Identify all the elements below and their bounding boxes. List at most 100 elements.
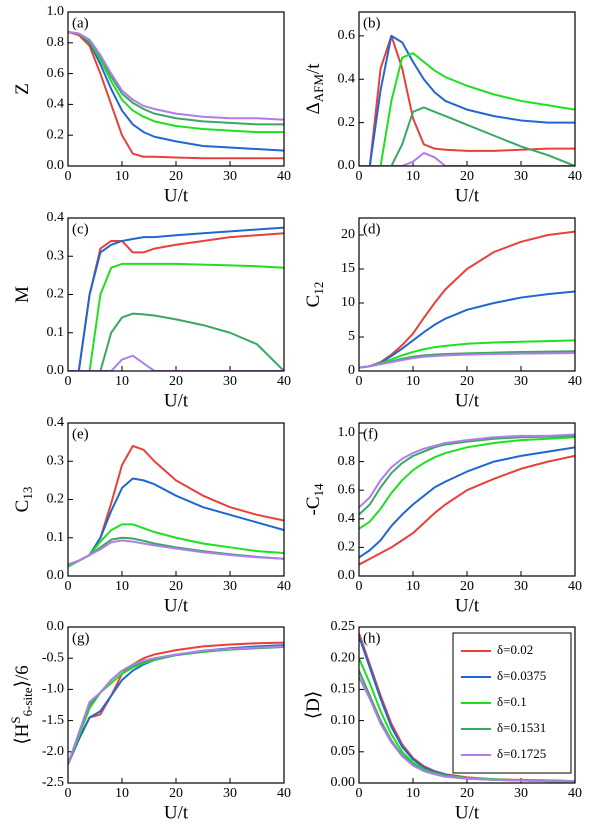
x-tick-label: 30 bbox=[223, 374, 237, 389]
plot-frame bbox=[67, 11, 285, 167]
y-tick-label: 15 bbox=[341, 261, 355, 276]
y-tick-label: 0.6 bbox=[47, 66, 65, 81]
y-axis-label-part: 6-site bbox=[20, 687, 35, 716]
panel: 0.0 0.2 0.4 0.6 0.8 1.0 0 10 20 30 40 (f) U/t -C14 bbox=[303, 422, 582, 616]
y-tick-label: 0.2 bbox=[338, 115, 356, 130]
plot-frame bbox=[67, 422, 285, 577]
y-tick-label: 0.2 bbox=[47, 287, 65, 302]
series-line bbox=[68, 645, 284, 765]
x-tick-label: 10 bbox=[115, 579, 129, 594]
panel-label: (a) bbox=[72, 15, 89, 31]
x-tick-label: 0 bbox=[356, 786, 363, 801]
y-tick-label: 10 bbox=[341, 295, 355, 310]
y-tick-label: 0.10 bbox=[331, 713, 356, 728]
y-axis-label-part: 13 bbox=[20, 487, 35, 500]
y-tick-label: -1.5 bbox=[42, 713, 64, 728]
y-axis-label: Z bbox=[12, 83, 33, 95]
x-tick-label: 0 bbox=[65, 169, 72, 184]
x-axis-label: U/t bbox=[164, 185, 189, 206]
y-axis-label-part: C bbox=[303, 295, 324, 308]
series-line bbox=[359, 34, 575, 166]
x-axis-label: U/t bbox=[164, 595, 189, 616]
y-tick-label: 0.0 bbox=[47, 619, 65, 634]
panel-label: (e) bbox=[72, 426, 89, 442]
x-tick-label: 30 bbox=[514, 374, 528, 389]
x-tick-label: 40 bbox=[568, 374, 582, 389]
y-tick-label: 0.3 bbox=[47, 248, 65, 263]
y-tick-label: 0 bbox=[348, 363, 355, 378]
y-axis-label-part: 12 bbox=[311, 282, 326, 295]
y-tick-label: 0.15 bbox=[331, 682, 356, 697]
panel: 0.00 0.05 0.10 0.15 0.20 0.25 0 10 20 30 40 (h) U/t ⟨… bbox=[303, 619, 582, 823]
series-line bbox=[68, 523, 284, 568]
y-axis-label-part: /t bbox=[303, 63, 324, 74]
x-tick-label: 30 bbox=[223, 579, 237, 594]
x-tick-label: 40 bbox=[277, 786, 291, 801]
series-line bbox=[68, 31, 284, 121]
y-tick-label: 0.8 bbox=[47, 35, 65, 50]
plot-frame bbox=[67, 626, 285, 784]
y-tick-label: 0.2 bbox=[47, 492, 65, 507]
y-tick-label: -0.5 bbox=[42, 650, 64, 665]
panel: 0 5 10 15 20 0 10 20 30 40 (d) U/t C12 bbox=[303, 217, 582, 411]
panel-label: (c) bbox=[72, 221, 89, 237]
series-line bbox=[68, 31, 284, 134]
y-axis-label: C12 bbox=[303, 282, 326, 308]
y-tick-label: 0.4 bbox=[47, 210, 65, 225]
y-tick-label: 0.0 bbox=[47, 568, 65, 583]
x-tick-label: 30 bbox=[223, 786, 237, 801]
plot-frame bbox=[358, 217, 576, 372]
y-tick-label: 0.6 bbox=[338, 482, 356, 497]
x-tick-label: 20 bbox=[169, 579, 183, 594]
x-tick-label: 20 bbox=[169, 374, 183, 389]
y-tick-label: -2.5 bbox=[42, 775, 64, 790]
x-axis-label: U/t bbox=[455, 185, 480, 206]
x-tick-label: 0 bbox=[356, 374, 363, 389]
legend-label: δ=0.0375 bbox=[497, 668, 546, 683]
series-line bbox=[68, 312, 284, 371]
y-tick-label: 0.4 bbox=[338, 71, 356, 86]
x-tick-label: 20 bbox=[169, 169, 183, 184]
y-axis-label-part: ⟨D⟩ bbox=[303, 691, 324, 720]
y-axis-label: ΔAFM/t bbox=[303, 63, 326, 115]
panel: 0.0 0.1 0.2 0.3 0.4 0 10 20 30 40 (e) U/t C13 bbox=[12, 415, 291, 616]
series-line bbox=[68, 354, 284, 371]
y-axis-label: ⟨D⟩ bbox=[303, 691, 324, 720]
x-tick-label: 20 bbox=[460, 579, 474, 594]
series-line bbox=[68, 262, 284, 371]
series-line bbox=[68, 539, 284, 566]
panel: 0.0 0.2 0.4 0.6 0 10 20 30 40 (b) U/t ΔAFM/t bbox=[303, 11, 582, 206]
x-tick-label: 40 bbox=[277, 169, 291, 184]
x-tick-label: 10 bbox=[406, 169, 420, 184]
y-tick-label: 0.4 bbox=[338, 511, 356, 526]
y-tick-label: 1.0 bbox=[338, 425, 356, 440]
x-tick-label: 40 bbox=[277, 579, 291, 594]
panel-label: (f) bbox=[363, 426, 378, 442]
y-tick-label: 0.4 bbox=[47, 97, 65, 112]
y-axis-label: M bbox=[12, 286, 33, 303]
x-axis-label: U/t bbox=[164, 802, 189, 823]
plot-frame bbox=[358, 11, 576, 167]
y-axis-label-part: M bbox=[12, 286, 33, 303]
panel-label: (d) bbox=[363, 221, 381, 237]
series-line bbox=[68, 31, 284, 152]
x-tick-label: 10 bbox=[115, 374, 129, 389]
y-tick-label: -2.0 bbox=[42, 744, 64, 759]
y-axis-label-part: Z bbox=[12, 83, 33, 95]
legend-label: δ=0.1531 bbox=[497, 720, 546, 735]
y-axis-label-part: 14 bbox=[311, 483, 326, 497]
y-tick-label: 0.1 bbox=[47, 530, 65, 545]
x-tick-label: 10 bbox=[115, 786, 129, 801]
x-axis-label: U/t bbox=[455, 595, 480, 616]
x-tick-label: 40 bbox=[568, 169, 582, 184]
y-axis-label: -C14 bbox=[303, 483, 326, 516]
x-axis-label: U/t bbox=[455, 802, 480, 823]
y-tick-label: 0.25 bbox=[331, 619, 356, 634]
y-tick-label: -1.0 bbox=[42, 682, 64, 697]
x-axis-label: U/t bbox=[455, 390, 480, 411]
y-tick-label: 0.2 bbox=[47, 127, 65, 142]
y-axis-label: C13 bbox=[12, 487, 35, 513]
y-axis-label-part: ⟩/6 bbox=[12, 665, 33, 687]
panel-label: (g) bbox=[72, 630, 90, 646]
